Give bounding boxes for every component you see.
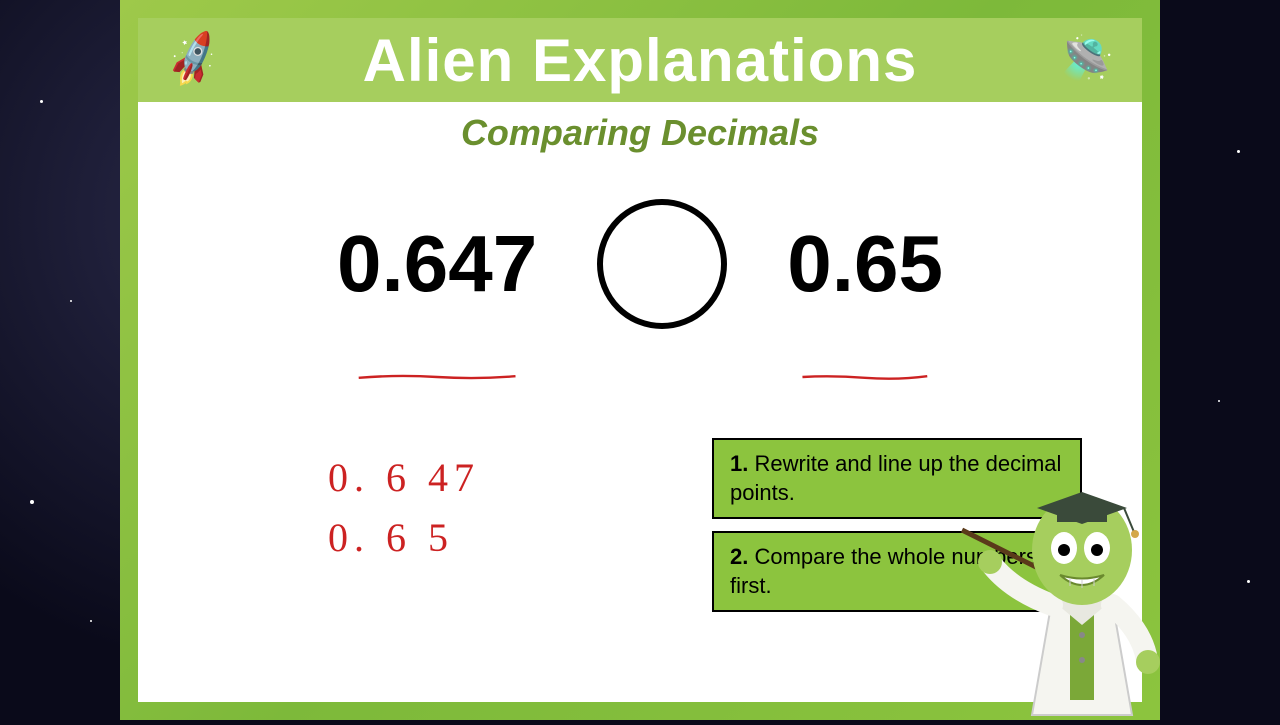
subtitle: Comparing Decimals <box>138 112 1142 154</box>
underline-right <box>783 308 947 316</box>
alien-professor-icon <box>942 460 1172 720</box>
slide-content: 🚀 Alien Explanations 🛸 Comparing Decimal… <box>138 18 1142 702</box>
slide-frame: 🚀 Alien Explanations 🛸 Comparing Decimal… <box>120 0 1160 720</box>
handwritten-work: 0. 6 47 0. 6 5 <box>328 448 480 568</box>
rocket-icon: 🚀 <box>161 28 227 92</box>
left-number: 0.647 <box>337 218 537 310</box>
comparison-circle <box>597 199 727 329</box>
underline-left <box>333 308 541 316</box>
ufo-icon: 🛸 <box>1054 30 1117 91</box>
handwritten-line1: 0. 6 47 <box>328 448 480 508</box>
main-title: Alien Explanations <box>363 26 918 95</box>
handwritten-line2: 0. 6 5 <box>328 508 480 568</box>
title-bar: 🚀 Alien Explanations 🛸 <box>138 18 1142 102</box>
right-number: 0.65 <box>787 218 943 310</box>
comparison-row: 0.647 0.65 <box>138 199 1142 329</box>
